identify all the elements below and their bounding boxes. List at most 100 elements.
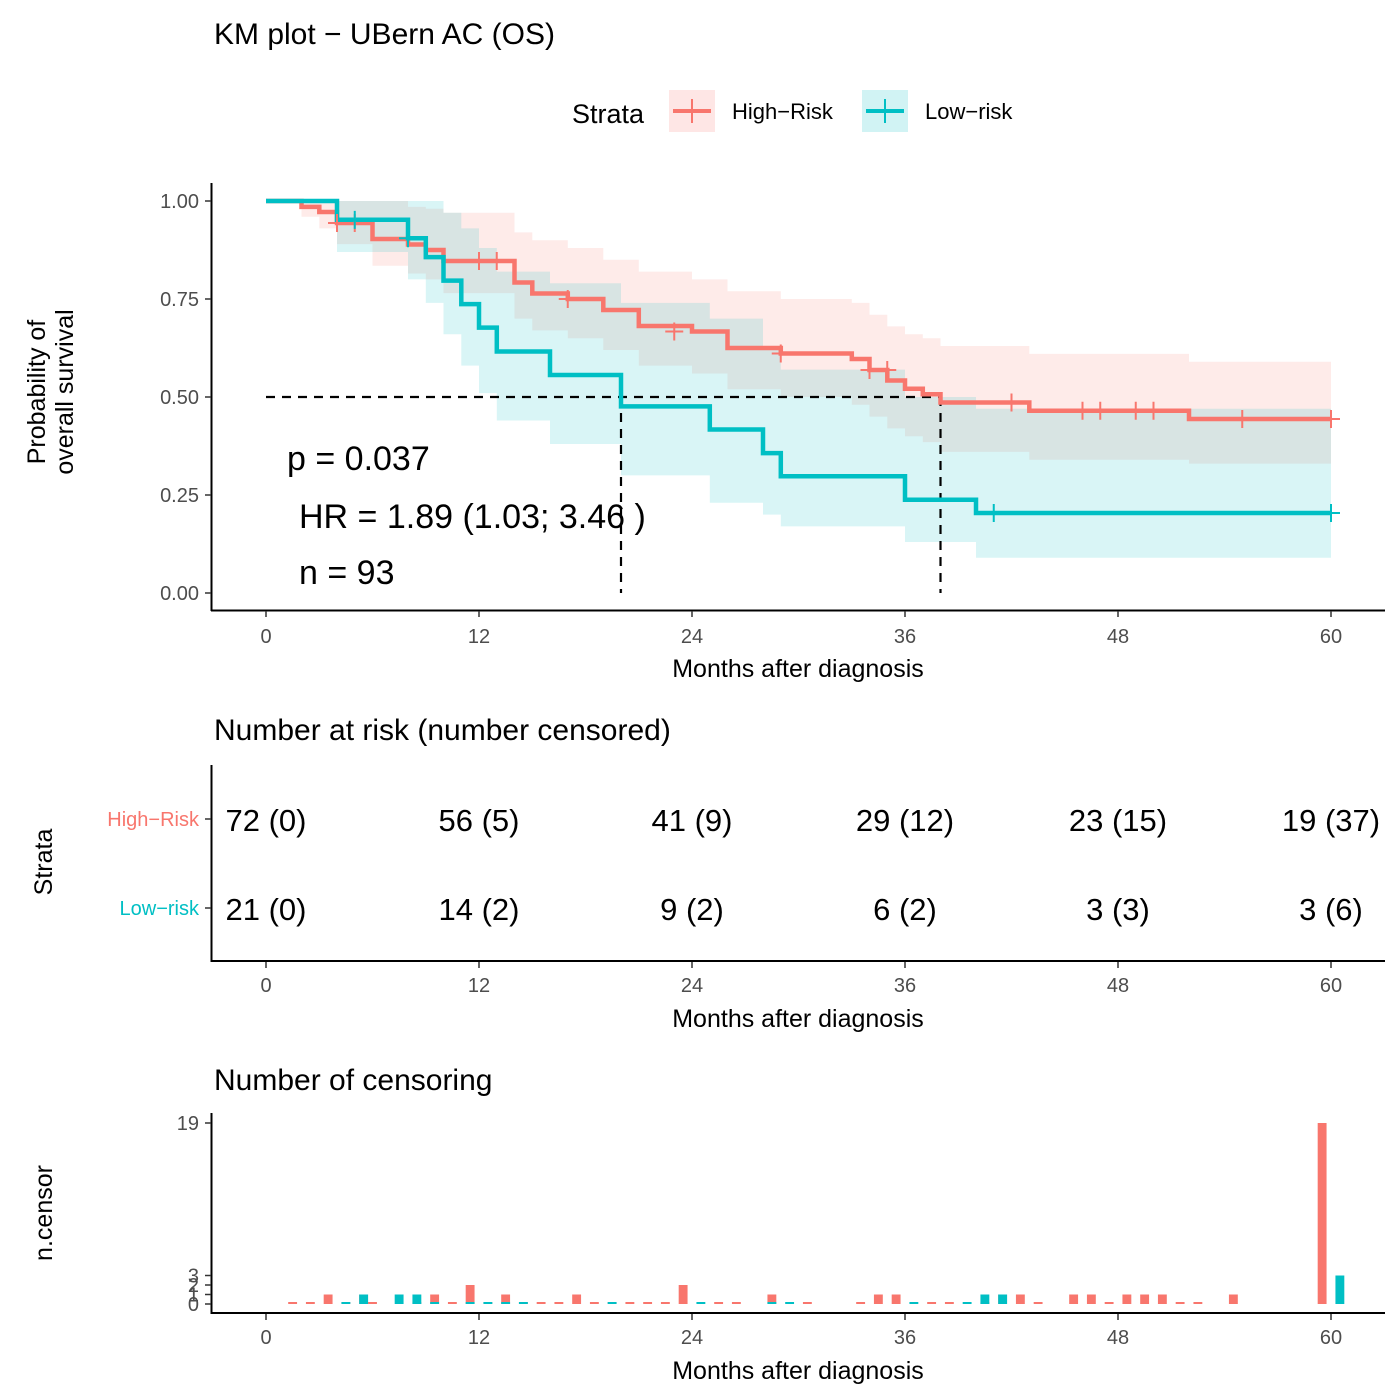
km-y-tick-label: 0.00 (160, 583, 199, 605)
censor-mark-low-risk (1322, 504, 1340, 523)
censor-bar-high-risk (731, 1302, 741, 1304)
censor-mark-high-risk (1002, 393, 1021, 412)
censor-bar-high-risk (714, 1302, 724, 1304)
censor-bar-low-risk (465, 1302, 475, 1304)
km-x-tick-label: 12 (468, 626, 490, 648)
censor-bar-high-risk (802, 1302, 812, 1304)
censor-bar-high-risk (323, 1294, 333, 1304)
censor-bar-high-risk (1069, 1294, 1079, 1304)
censor-mark-high-risk (1091, 401, 1110, 420)
legend-label-high-risk: High−Risk (732, 99, 834, 124)
censor-x-tick-label: 36 (894, 1327, 916, 1349)
censor-bar-high-risk (1193, 1302, 1203, 1304)
censor-mark-high-risk (665, 322, 684, 341)
censor-x-ticks: 0 12 24 36 48 60 (260, 1314, 1342, 1349)
censor-bars (288, 1123, 1345, 1304)
risk-x-tick-label: 48 (1107, 975, 1129, 997)
censor-bar-low-risk (341, 1302, 351, 1304)
km-y-label: Probability of overall survival (23, 309, 79, 474)
risk-table-cells: 72 (0) 56 (5) 41 (9) 29 (12) 23 (15) 19 (37) 2… (226, 803, 1381, 927)
censor-bar-high-risk (536, 1302, 546, 1304)
censor-x-tick-label: 48 (1107, 1327, 1129, 1349)
censor-mark-high-risk (860, 360, 879, 379)
censor-mark-high-risk (771, 344, 790, 363)
km-y-tick-label: 1.00 (160, 191, 199, 213)
censor-bar-high-risk (856, 1302, 866, 1304)
censor-bar-high-risk (1157, 1294, 1167, 1304)
censor-bar-high-risk (1140, 1294, 1150, 1304)
censor-bar-high-risk (1033, 1302, 1043, 1304)
censor-bar-high-risk (767, 1294, 777, 1304)
censor-bar-low-risk (696, 1302, 706, 1304)
censor-mark-high-risk (328, 213, 346, 232)
censor-bar-low-risk (359, 1294, 369, 1304)
censor-bar-low-risk (430, 1302, 440, 1304)
censor-bar-high-risk (660, 1302, 670, 1304)
risk-cell-high-risk: 41 (9) (652, 803, 733, 838)
risk-x-ticks: 0 12 24 36 48 60 (260, 962, 1342, 997)
km-y-tick-label: 0.50 (160, 387, 199, 409)
km-y-tick-label: 0.25 (160, 485, 199, 507)
censor-bar-high-risk (927, 1302, 937, 1304)
censor-bar-high-risk (944, 1302, 954, 1304)
censor-bar-high-risk (625, 1302, 635, 1304)
risk-cell-low-risk: 21 (0) (226, 892, 307, 927)
censor-bar-low-risk (483, 1302, 493, 1304)
censor-x-tick-label: 12 (468, 1327, 490, 1349)
censor-bar-high-risk (465, 1285, 475, 1304)
risk-cell-high-risk: 19 (37) (1282, 803, 1380, 838)
ci-band-high-risk (266, 201, 1331, 464)
censor-bar-high-risk (678, 1285, 688, 1304)
censor-mark-low-risk (399, 229, 417, 248)
censor-mark-high-risk (487, 251, 506, 270)
censor-mark-high-risk (1126, 401, 1145, 420)
km-x-tick-label: 60 (1320, 626, 1342, 648)
censor-bar-low-risk (998, 1294, 1008, 1304)
risk-x-tick-label: 60 (1320, 975, 1342, 997)
censor-bar-high-risk (305, 1302, 315, 1304)
risk-table-title: Number at risk (number censored) (214, 714, 671, 747)
censor-bar-high-risk (873, 1294, 883, 1304)
risk-row-label-high-risk: High−Risk (107, 809, 200, 831)
censor-bar-low-risk (980, 1294, 990, 1304)
sample-size-annotation: n = 93 (299, 554, 394, 592)
censor-bar-low-risk (785, 1302, 795, 1304)
km-x-tick-label: 24 (681, 626, 703, 648)
risk-cell-high-risk: 72 (0) (226, 803, 307, 838)
censor-x-tick-label: 24 (681, 1327, 703, 1349)
censor-y-tick-label: 19 (177, 1113, 199, 1135)
censor-bar-high-risk (501, 1294, 511, 1304)
censor-title: Number of censoring (214, 1064, 492, 1097)
risk-cell-low-risk: 9 (2) (660, 892, 724, 927)
censor-bar-high-risk (1086, 1294, 1096, 1304)
risk-x-tick-label: 0 (260, 975, 271, 997)
censor-bar-high-risk (1122, 1294, 1132, 1304)
km-survival-curves (266, 198, 1331, 516)
censor-mark-low-risk (984, 504, 1003, 523)
risk-cell-low-risk: 3 (6) (1299, 892, 1363, 927)
censor-x-label: Months after diagnosis (672, 1357, 924, 1385)
censor-bar-high-risk (1228, 1294, 1238, 1304)
km-x-tick-label: 48 (1107, 626, 1129, 648)
censor-bar-high-risk (1175, 1302, 1185, 1304)
km-legend: Strata High−Risk Low−risk (572, 90, 1013, 132)
censor-x-tick-label: 0 (260, 1327, 271, 1349)
risk-cell-low-risk: 3 (3) (1086, 892, 1150, 927)
risk-x-label: Months after diagnosis (672, 1005, 924, 1033)
censor-mark-high-risk (1322, 409, 1340, 428)
legend-title: Strata (572, 99, 645, 129)
censor-mark-high-risk (470, 251, 488, 270)
risk-cell-high-risk: 56 (5) (439, 803, 520, 838)
censor-bar-high-risk (891, 1294, 901, 1304)
km-x-ticks: 0 12 24 36 48 60 (260, 611, 1342, 648)
km-y-tick-label: 0.75 (160, 289, 199, 311)
censor-y-label: n.censor (30, 1165, 58, 1261)
km-censor-marks (328, 210, 1340, 523)
censor-bar-high-risk (1104, 1302, 1114, 1304)
km-y-ticks: 0.00 0.25 0.50 0.75 1.00 (160, 191, 211, 605)
censor-mark-low-risk (345, 210, 364, 229)
risk-y-label: Strata (30, 829, 58, 896)
risk-row-label-low-risk: Low−risk (120, 898, 200, 920)
censor-mark-high-risk (878, 360, 897, 379)
